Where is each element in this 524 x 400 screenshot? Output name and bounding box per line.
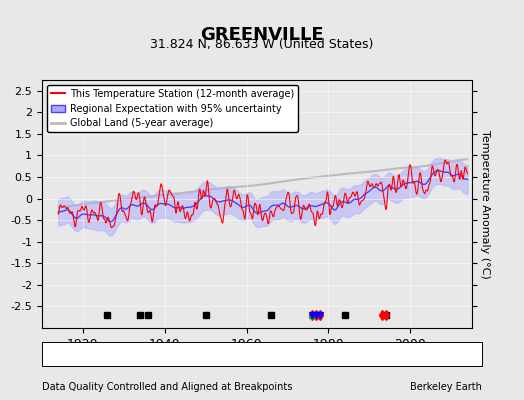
- Legend: This Temperature Station (12-month average), Regional Expectation with 95% uncer: This Temperature Station (12-month avera…: [47, 85, 298, 132]
- Text: Data Quality Controlled and Aligned at Breakpoints: Data Quality Controlled and Aligned at B…: [42, 382, 292, 392]
- Text: ◆ Station Move: ◆ Station Move: [52, 349, 127, 359]
- Text: 31.824 N, 86.633 W (United States): 31.824 N, 86.633 W (United States): [150, 38, 374, 51]
- Text: ■ Empirical Break: ■ Empirical Break: [377, 349, 466, 359]
- Text: ▲ Record Gap: ▲ Record Gap: [147, 349, 214, 359]
- Y-axis label: Temperature Anomaly (°C): Temperature Anomaly (°C): [481, 130, 490, 278]
- Text: GREENVILLE: GREENVILLE: [200, 26, 324, 44]
- Text: Berkeley Earth: Berkeley Earth: [410, 382, 482, 392]
- Text: ▼ Time of Obs. Change: ▼ Time of Obs. Change: [241, 349, 354, 359]
